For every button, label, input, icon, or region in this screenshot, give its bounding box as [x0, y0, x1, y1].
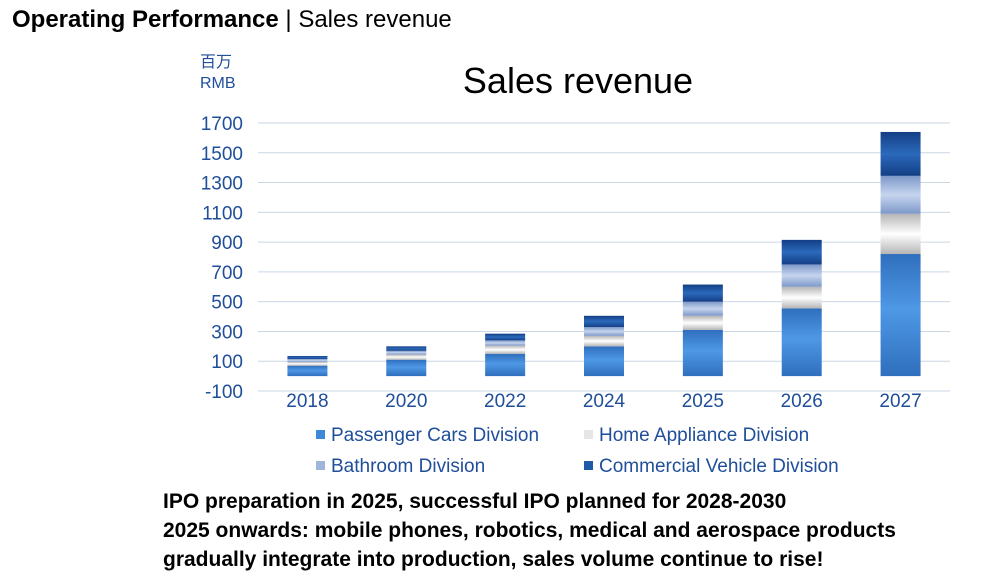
bar-2020-bathroom-division	[386, 350, 427, 355]
legend-label-bathroom: Bathroom Division	[331, 456, 486, 477]
y-tick-label: 1100	[202, 203, 243, 224]
legend-swatch-bathroom	[316, 461, 325, 470]
legend-item-passenger-cars: Passenger Cars Division	[316, 425, 539, 447]
bar-2020-home-appliance-division	[386, 354, 427, 360]
legend-label-home-appliance: Home Appliance Division	[599, 425, 810, 446]
chart-title: Sales revenue	[463, 60, 693, 101]
bar-2018-passenger-cars-division	[287, 365, 328, 377]
bar-2027-commercial-vehicle-division	[880, 131, 921, 176]
bar-2018-home-appliance-division	[287, 361, 328, 366]
bar-2025-passenger-cars-division	[682, 329, 723, 377]
header-title-rest: Sales revenue	[298, 6, 452, 33]
legend-swatch-commercial-vehicle	[584, 461, 593, 470]
bar-2025-commercial-vehicle-division	[682, 284, 723, 302]
bar-2024-bathroom-division	[584, 326, 624, 336]
note-line-2: 2025 onwards: mobile phones, robotics, m…	[163, 519, 896, 542]
bar-2025-home-appliance-division	[682, 315, 723, 330]
legend-label-passenger-cars: Passenger Cars Division	[331, 425, 540, 446]
bar-2018-commercial-vehicle-division	[287, 356, 328, 359]
legend-swatch-passenger-cars	[316, 430, 325, 439]
bar-2024-passenger-cars-division	[584, 346, 624, 377]
bar-2024-commercial-vehicle-division	[584, 315, 624, 327]
bar-2027-home-appliance-division	[880, 213, 921, 255]
bar-2022-home-appliance-division	[485, 345, 526, 354]
header-title-bold: Operating Performance	[12, 6, 279, 33]
x-tick-label: 2025	[682, 391, 724, 412]
bar-2024-home-appliance-division	[584, 335, 624, 347]
bar-2022-passenger-cars-division	[485, 353, 526, 377]
ipo-note: IPO preparation in 2025, successful IPO …	[163, 487, 896, 574]
x-tick-label: 2020	[385, 391, 427, 412]
unit-line1: 百万	[200, 54, 233, 71]
bar-2018-bathroom-division	[287, 358, 328, 362]
bar-2020-commercial-vehicle-division	[386, 346, 427, 351]
note-line-3: gradually integrate into production, sal…	[163, 548, 824, 571]
y-tick-label: 700	[211, 263, 243, 284]
bar-2020-passenger-cars-division	[386, 359, 427, 377]
x-tick-label: 2022	[484, 391, 526, 412]
x-tick-label: 2018	[286, 391, 328, 412]
bar-2025-bathroom-division	[682, 301, 723, 316]
y-tick-label: -100	[205, 382, 243, 403]
y-tick-label: 1500	[201, 144, 243, 165]
y-tick-label: 300	[211, 322, 243, 343]
x-tick-label: 2024	[583, 391, 626, 412]
bar-2026-home-appliance-division	[781, 286, 822, 309]
legend-label-commercial-vehicle: Commercial Vehicle Division	[599, 456, 839, 477]
bar-2026-commercial-vehicle-division	[781, 239, 822, 265]
bar-2026-bathroom-division	[781, 264, 822, 287]
y-tick-label: 500	[211, 293, 243, 314]
note-line-1: IPO preparation in 2025, successful IPO …	[163, 490, 787, 513]
x-tick-label: 2027	[879, 391, 921, 412]
bar-2026-passenger-cars-division	[781, 308, 822, 377]
legend-item-commercial-vehicle: Commercial Vehicle Division	[584, 456, 839, 478]
y-tick-label: 1300	[201, 174, 243, 195]
bar-2022-commercial-vehicle-division	[485, 333, 526, 341]
y-tick-label: 1700	[201, 114, 243, 135]
y-tick-label: 900	[211, 233, 243, 254]
unit-line2: RMB	[200, 75, 236, 92]
header-separator: |	[278, 6, 299, 33]
x-tick-label: 2026	[781, 391, 823, 412]
bar-2027-bathroom-division	[880, 175, 921, 214]
legend-swatch-home-appliance	[584, 430, 593, 439]
y-tick-label: 100	[211, 352, 243, 373]
y-axis-unit: 百万 RMB	[200, 52, 236, 94]
bar-2022-bathroom-division	[485, 340, 526, 346]
legend-item-bathroom: Bathroom Division	[316, 456, 485, 478]
legend-item-home-appliance: Home Appliance Division	[584, 425, 809, 447]
page-header: Operating Performance | Sales revenue	[12, 6, 452, 34]
bar-2027-passenger-cars-division	[880, 254, 921, 377]
